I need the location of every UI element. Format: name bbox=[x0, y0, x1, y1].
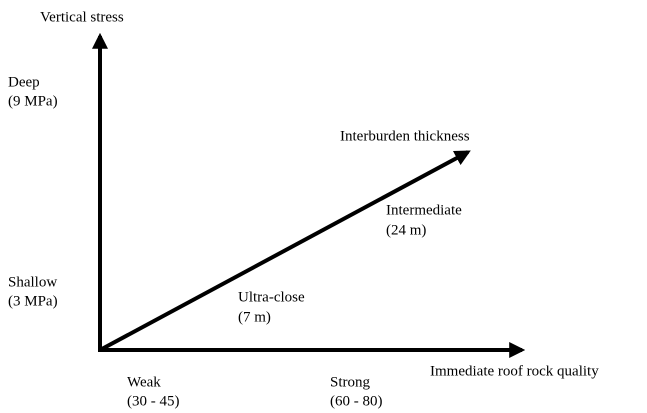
level-detail: (24 m) bbox=[386, 222, 426, 238]
axis-label: Interburden thickness bbox=[340, 128, 470, 144]
axis-label: Immediate roof rock quality bbox=[430, 363, 599, 379]
level-label: Shallow bbox=[8, 274, 57, 290]
diagonal-axis bbox=[99, 150, 471, 352]
axis-label: Vertical stress bbox=[40, 9, 124, 25]
level-label: Strong bbox=[330, 374, 371, 390]
level-label: Weak bbox=[127, 374, 161, 390]
level-detail: (30 - 45) bbox=[127, 393, 180, 409]
level-label: Ultra-close bbox=[238, 289, 305, 305]
level-label: Intermediate bbox=[386, 202, 462, 218]
level-label: Deep bbox=[8, 74, 40, 90]
level-detail: (3 MPa) bbox=[8, 293, 58, 309]
level-detail: (60 - 80) bbox=[330, 393, 383, 409]
level-detail: (7 m) bbox=[238, 309, 271, 325]
level-detail: (9 MPa) bbox=[8, 93, 58, 109]
